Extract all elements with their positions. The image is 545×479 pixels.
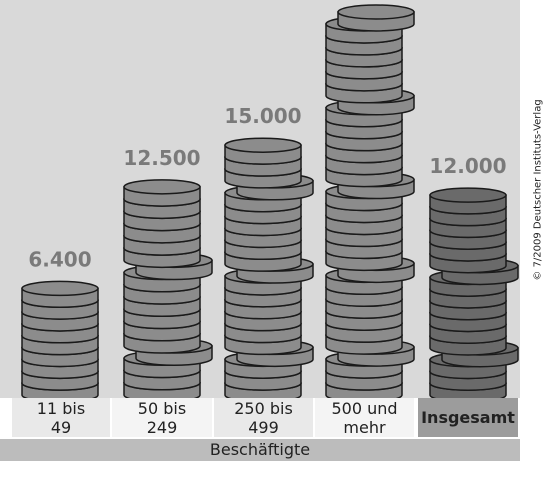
coin-stack <box>224 137 314 403</box>
coin-top <box>429 187 507 203</box>
x-tick-label: 500 und mehr <box>315 398 414 437</box>
coin-stack <box>21 280 99 403</box>
value-label: 12.000 <box>429 154 506 178</box>
x-axis-label: Beschäftigte <box>0 439 520 461</box>
x-tick-text: 50 bis 249 <box>137 398 187 437</box>
x-tick-text: 250 bis 499 <box>234 398 293 437</box>
value-label: 15.000 <box>224 104 301 128</box>
x-tick-label: Insgesamt <box>418 398 518 437</box>
x-tick-text: 500 und mehr <box>331 398 398 437</box>
coin-stack <box>325 4 415 403</box>
x-tick-label: 11 bis 49 <box>12 398 110 437</box>
coin-top <box>21 280 99 297</box>
value-label: 6.400 <box>28 247 91 271</box>
coin-top <box>123 179 201 195</box>
x-tick-label: 250 bis 499 <box>214 398 313 437</box>
coin-stack <box>123 179 213 403</box>
coin-top <box>224 137 302 153</box>
x-tick-label: 50 bis 249 <box>112 398 212 437</box>
source-note: © 7/2009 Deutscher Instituts-Verlag <box>532 99 544 281</box>
coin-top <box>337 4 415 20</box>
coin-stack <box>429 187 519 403</box>
x-tick-text: 11 bis 49 <box>36 398 86 437</box>
x-tick-text: Insgesamt <box>421 408 515 427</box>
value-label: 12.500 <box>123 146 200 170</box>
